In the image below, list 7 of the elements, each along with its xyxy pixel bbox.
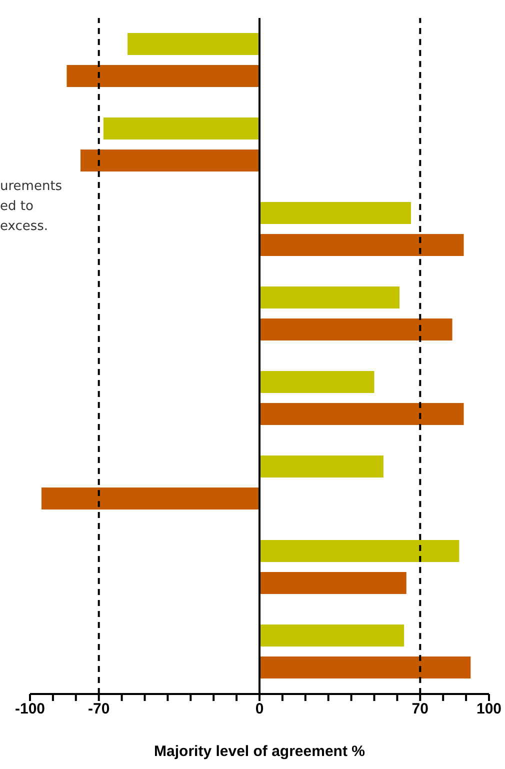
annotation: urements ed to excess. [0, 178, 62, 236]
x-tick-label: -70 [88, 700, 110, 718]
x-tick-label: 0 [255, 700, 264, 718]
x-tick-label: -100 [14, 700, 46, 718]
x-tick-label: 100 [476, 700, 502, 718]
x-tick-label: 70 [412, 700, 428, 718]
x-axis-title: Majority level of agreement % [154, 743, 365, 760]
